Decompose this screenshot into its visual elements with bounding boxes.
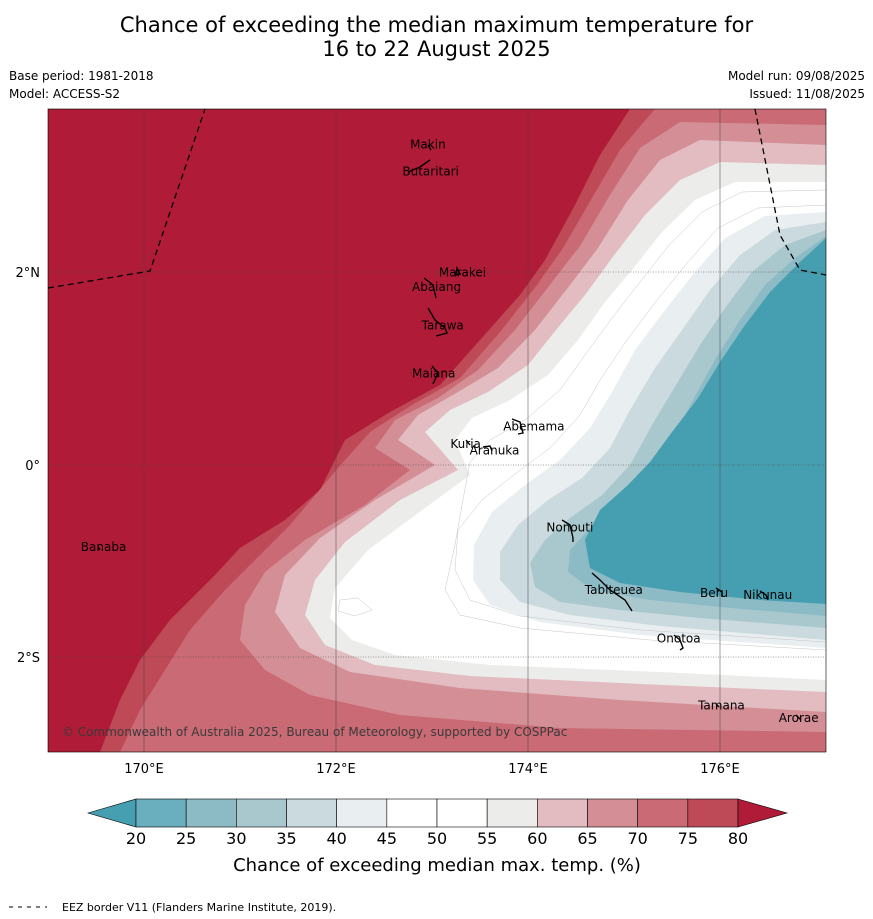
colorbar-band bbox=[135, 798, 187, 828]
lat-tick-label: 2°S bbox=[17, 651, 40, 666]
eez-border-west bbox=[48, 109, 206, 289]
graticule-meridians bbox=[143, 109, 721, 752]
colorbar-arrow-below bbox=[86, 798, 137, 828]
eez-legend-text: EEZ border V11 (Flanders Marine Institut… bbox=[62, 901, 336, 914]
island-tamana bbox=[715, 703, 720, 708]
island-onotoa bbox=[673, 634, 684, 651]
colorbar-tick-label: 65 bbox=[577, 829, 597, 848]
colorbar-band bbox=[537, 798, 588, 828]
graticule bbox=[48, 271, 826, 658]
colorbar-bands bbox=[135, 798, 739, 828]
colorbar-band bbox=[185, 798, 237, 828]
lat-tick-label: 0° bbox=[25, 459, 40, 474]
colorbar-band bbox=[486, 798, 538, 828]
colorbar-band bbox=[637, 798, 689, 828]
colorbar-tick-label: 45 bbox=[377, 829, 397, 848]
colorbar-arrow-above bbox=[737, 798, 789, 828]
island-abaiang bbox=[423, 277, 437, 299]
contour-line bbox=[444, 189, 826, 651]
island-abemama bbox=[511, 418, 524, 435]
colorbar-tick-label: 55 bbox=[477, 829, 497, 848]
place-label-aranuka: Aranuka bbox=[470, 444, 520, 458]
colorbar-band bbox=[386, 798, 438, 828]
place-label-maiana: Maiana bbox=[412, 367, 455, 381]
place-label-butaritari: Butaritari bbox=[402, 164, 459, 178]
colorbar-tick-label: 50 bbox=[427, 829, 447, 848]
probability-field bbox=[48, 109, 826, 752]
place-label-marakei: Marakei bbox=[439, 266, 486, 280]
place-label-tarawa: Tarawa bbox=[421, 318, 464, 332]
colorbar-band bbox=[587, 798, 638, 828]
island-aranuka bbox=[482, 445, 493, 452]
colorbar: 20 25 30 35 40 45 50 55 60 65 70 75 80 Chance of exc… bbox=[86, 798, 789, 876]
island-maiana bbox=[431, 365, 439, 385]
island-arorae bbox=[795, 714, 802, 721]
lat-tick-label: 2°N bbox=[16, 266, 41, 281]
contour-line bbox=[337, 597, 373, 617]
colorbar-tick-label: 40 bbox=[326, 829, 346, 848]
colorbar-tick-label: 35 bbox=[276, 829, 296, 848]
colorbar-band bbox=[336, 798, 388, 828]
footer-legend: EEZ border V11 (Flanders Marine Institut… bbox=[9, 901, 336, 914]
island-nonouti bbox=[561, 519, 574, 542]
band-below-20 bbox=[585, 238, 826, 604]
colorbar-band bbox=[436, 798, 488, 828]
model-run-label: Model run: 09/08/2025 bbox=[727, 69, 865, 83]
colorbar-band bbox=[286, 798, 337, 828]
map-title-line1: Chance of exceeding the median maximum t… bbox=[119, 13, 754, 37]
place-label-nikunau: Nikunau bbox=[743, 588, 792, 602]
lon-tick-label: 170°E bbox=[124, 762, 164, 777]
base-period-label: Base period: 1981-2018 bbox=[9, 69, 154, 83]
copyright-notice: © Commonwealth of Australia 2025, Bureau… bbox=[62, 725, 567, 739]
latitude-axis: 2°N 0° 2°S bbox=[16, 266, 41, 666]
island-tabiteuea bbox=[591, 572, 633, 612]
eez-borders bbox=[48, 109, 826, 289]
place-label-abaiang: Abaiang bbox=[412, 280, 461, 294]
map-frame bbox=[47, 108, 827, 753]
place-label-makin: Makin bbox=[410, 137, 446, 151]
island-nikunau bbox=[759, 590, 769, 601]
colorbar-band bbox=[687, 798, 739, 828]
place-label-abemama: Abemama bbox=[503, 420, 564, 434]
place-label-arorae: Arorae bbox=[779, 711, 819, 725]
place-label-tabiteuea: Tabiteuea bbox=[584, 583, 643, 597]
longitude-axis: 170°E 172°E 174°E 176°E bbox=[124, 762, 740, 777]
island-marakei bbox=[455, 265, 462, 276]
island-tarawa bbox=[427, 307, 448, 337]
island-outlines bbox=[97, 144, 802, 721]
place-label-kuria: Kuria bbox=[450, 437, 481, 451]
colorbar-tick-label: 70 bbox=[627, 829, 647, 848]
colorbar-band bbox=[236, 798, 287, 828]
colorbar-tick-label: 30 bbox=[226, 829, 246, 848]
lon-tick-label: 176°E bbox=[700, 762, 740, 777]
lon-tick-label: 172°E bbox=[316, 762, 356, 777]
place-label-beru: Beru bbox=[700, 586, 728, 600]
place-label-nonouti: Nonouti bbox=[546, 521, 593, 535]
colorbar-title: Chance of exceeding median max. temp. (%… bbox=[233, 855, 641, 876]
colorbar-tick-label: 75 bbox=[678, 829, 698, 848]
map-title-line2: 16 to 22 August 2025 bbox=[322, 37, 551, 61]
colorbar-tick-labels: 20 25 30 35 40 45 50 55 60 65 70 75 80 bbox=[126, 829, 748, 848]
island-beru bbox=[715, 587, 723, 597]
place-label-banaba: Banaba bbox=[81, 540, 127, 554]
colorbar-tick-label: 60 bbox=[527, 829, 547, 848]
island-makin bbox=[427, 144, 432, 151]
place-label-tamana: Tamana bbox=[697, 699, 745, 713]
contour-line bbox=[454, 204, 826, 643]
colorbar-tick-label: 20 bbox=[126, 829, 146, 848]
issued-label: Issued: 11/08/2025 bbox=[749, 87, 865, 101]
place-label-onotoa: Onotoa bbox=[657, 631, 701, 645]
island-butaritari bbox=[407, 159, 431, 173]
colorbar-tick-label: 80 bbox=[728, 829, 748, 848]
eez-border-east bbox=[754, 109, 826, 276]
lon-tick-label: 174°E bbox=[508, 762, 548, 777]
island-banaba bbox=[97, 546, 101, 551]
colorbar-tick-label: 25 bbox=[176, 829, 196, 848]
model-label: Model: ACCESS-S2 bbox=[9, 87, 121, 101]
island-kuria bbox=[465, 439, 471, 446]
